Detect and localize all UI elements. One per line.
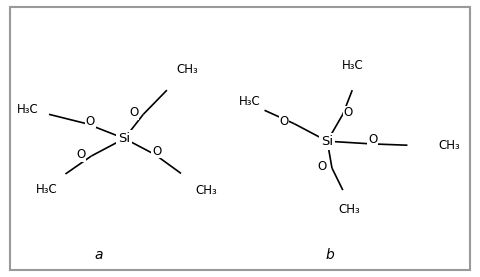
Text: CH₃: CH₃ — [176, 63, 198, 76]
Text: O: O — [152, 145, 161, 158]
Text: O: O — [129, 106, 139, 119]
Text: Si: Si — [321, 135, 333, 148]
Text: O: O — [317, 160, 326, 173]
Text: O: O — [86, 114, 95, 127]
Text: H₃C: H₃C — [17, 103, 39, 116]
Text: CH₃: CH₃ — [195, 184, 217, 197]
Text: CH₃: CH₃ — [438, 139, 460, 152]
Text: O: O — [76, 148, 85, 161]
Text: O: O — [344, 106, 353, 119]
Text: CH₃: CH₃ — [338, 203, 360, 216]
Text: H₃C: H₃C — [36, 183, 58, 196]
Text: O: O — [368, 133, 377, 146]
Text: Si: Si — [119, 132, 131, 145]
Text: H₃C: H₃C — [239, 95, 261, 108]
Text: b: b — [325, 248, 334, 262]
Text: a: a — [94, 248, 103, 262]
Text: O: O — [279, 114, 288, 127]
Text: H₃C: H₃C — [341, 60, 363, 73]
